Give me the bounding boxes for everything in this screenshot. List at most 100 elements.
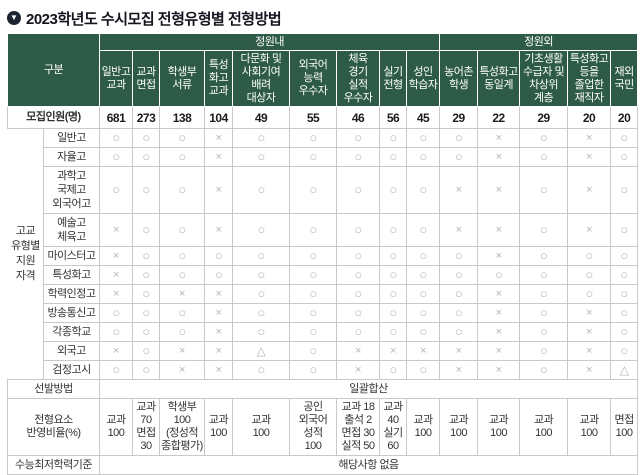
eligibility-mark: ○ [289,341,337,361]
csat-minimum-value: 해당사항 없음 [98,455,639,475]
score-ratio-value: 면접 100 [610,398,639,456]
eligibility-mark: ○ [567,265,612,285]
eligibility-mark: ○ [439,322,479,342]
eligibility-mark: ○ [232,246,290,266]
eligibility-row: 예술고 체육고 × ○ ○ × ○ ○ ○ ○ ○ × × ○ × ○ [8,213,639,247]
eligibility-mark: × [567,360,612,380]
eligibility-mark: ○ [610,265,639,285]
eligibility-mark: ○ [439,147,479,167]
column-header-row: 일반고 교과 교과 면접 학생부 서류 특성 화고 교과 다문화 및 사회기여 배려 대… [8,50,639,107]
eligibility-mark: ○ [232,322,290,342]
quota-value: 29 [519,106,569,129]
eligibility-mark: ○ [159,246,205,266]
eligibility-mark: × [477,341,521,361]
corner-header-gubun: 구분 [7,33,100,107]
eligibility-mark: × [477,303,521,323]
school-type-label: 방송통신고 [43,303,100,323]
eligibility-mark: ○ [204,246,233,266]
eligibility-mark: ○ [379,322,407,342]
bullet-circle-down-arrow-icon: ▼ [7,11,21,25]
score-ratio-value: 교과 100 [439,398,479,456]
eligibility-mark: ○ [232,166,290,214]
eligibility-mark: ○ [379,303,407,323]
eligibility-mark: × [204,128,233,148]
school-type-label: 검정고시 [43,360,100,380]
eligibility-mark: ○ [132,128,160,148]
eligibility-mark: ○ [439,246,479,266]
eligibility-mark: ○ [204,265,233,285]
eligibility-row: 각종학교 ○ ○ ○ × ○ ○ ○ ○ ○ ○ × ○ × ○ [8,322,639,342]
eligibility-mark: ○ [132,265,160,285]
eligibility-mark: ○ [405,322,441,342]
eligibility-mark: ○ [132,360,160,380]
eligibility-row: 검정고시 ○ ○ × × ○ ○ × ○ ○ × × ○ × △ [8,360,639,380]
score-ratio-value: 학생부 100 (정성적 종합평가) [159,398,205,456]
quota-value: 45 [405,106,441,129]
school-type-label: 각종학교 [43,322,100,342]
eligibility-mark: ○ [289,213,337,247]
eligibility-mark: ○ [289,166,337,214]
quota-body: 모집인원(명) 681 273 138 104 49 55 46 56 45 29 22 29 20 20 [7,106,639,129]
eligibility-row: 마이스터고 × ○ ○ ○ ○ ○ ○ ○ ○ ○ × ○ ○ ○ [8,246,639,266]
eligibility-mark: ○ [610,284,639,304]
table-header: 구분 정원내 정원외 일반고 교과 교과 면접 학생부 서류 특성 화고 교과 다문화 … [7,33,639,107]
eligibility-row: 과학고 국제고 외국어고 ○ ○ ○ × ○ ○ ○ ○ ○ × × ○ × ○ [8,166,639,214]
eligibility-mark: × [159,284,205,304]
selection-method-value: 일괄합산 [98,379,639,399]
eligibility-mark: ○ [159,166,205,214]
eligibility-mark: ○ [336,147,380,167]
quota-band-row: 구분 정원내 정원외 [7,33,639,107]
eligibility-mark: × [567,322,612,342]
selection-method-row: 선발방법 일괄합산 [7,379,639,399]
eligibility-mark: × [477,246,521,266]
quota-row-label: 모집인원(명) [7,106,100,129]
score-ratio-value: 교과 100 [477,398,521,456]
eligibility-mark: × [439,341,479,361]
eligibility-mark: ○ [336,128,380,148]
eligibility-mark: ○ [336,265,380,285]
eligibility-mark: × [99,341,133,361]
selection-method-label: 선발방법 [7,379,100,399]
eligibility-mark: ○ [519,284,569,304]
eligibility-mark: ○ [519,128,569,148]
eligibility-mark: ○ [519,213,569,247]
quota-value: 49 [232,106,290,129]
eligibility-mark: ○ [132,322,160,342]
page-title-text: 2023학년도 수시모집 전형유형별 전형방법 [26,10,282,28]
eligibility-mark: △ [232,341,290,361]
eligibility-mark: × [439,213,479,247]
score-ratio-value: 교과 40 실기 60 [379,398,407,456]
score-ratio-value: 교과 100 [567,398,612,456]
score-ratio-row: 전형요소 반영비율(%) 교과 100 교과 70 면접 30 학생부 100 (정… [7,398,639,456]
quota-value: 29 [439,106,479,129]
bottom-body: 선발방법 일괄합산 전형요소 반영비율(%) 교과 100 교과 70 면접 30… [7,379,639,475]
score-ratio-value: 교과 100 [99,398,133,456]
eligibility-mark: ○ [439,265,479,285]
eligibility-mark: ○ [232,128,290,148]
eligibility-mark: × [159,360,205,380]
score-ratio-value: 교과 18 출석 2 면접 30 실적 50 [336,398,380,456]
eligibility-mark: ○ [610,341,639,361]
csat-minimum-label: 수능최저학력기준 [7,455,100,475]
quota-value: 46 [336,106,380,129]
eligibility-mark: ○ [232,147,290,167]
eligibility-mark: ○ [289,284,337,304]
eligibility-mark: × [567,213,612,247]
eligibility-mark: ○ [289,360,337,380]
eligibility-mark: ○ [289,128,337,148]
eligibility-mark: × [567,341,612,361]
eligibility-mark: ○ [567,246,612,266]
eligibility-matrix: 고교 유형별 지원 자격 일반고 ○ ○ ○ × ○ ○ ○ ○ ○ ○ × ○ × ○ 자율고 ○ ○ ○ × ○ ○ ○ ○… [7,128,639,380]
eligibility-mark: × [439,360,479,380]
eligibility-mark: ○ [99,360,133,380]
eligibility-mark: × [204,341,233,361]
eligibility-mark: ○ [610,246,639,266]
eligibility-mark: × [99,265,133,285]
csat-minimum-row: 수능최저학력기준 해당사항 없음 [7,455,639,475]
eligibility-mark: ○ [232,303,290,323]
eligibility-mark: ○ [232,284,290,304]
column-header: 기초생활 수급자 및 차상위 계층 [519,50,569,107]
eligibility-mark: ○ [132,147,160,167]
eligibility-mark: ○ [379,147,407,167]
eligibility-mark: × [567,166,612,214]
